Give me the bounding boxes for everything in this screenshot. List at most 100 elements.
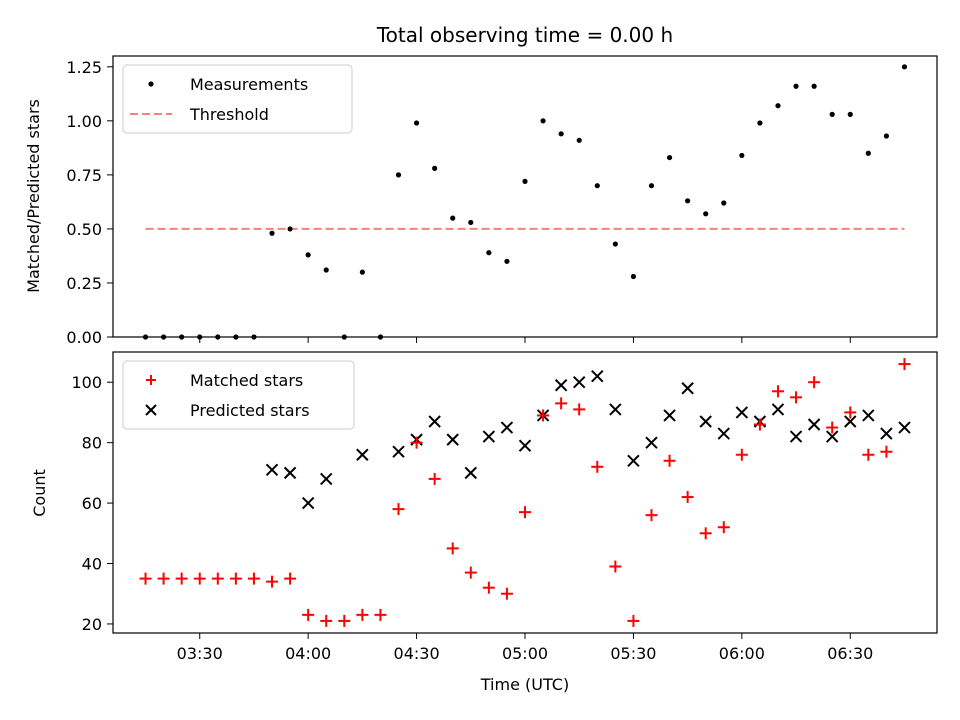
matched-star-point <box>880 445 893 458</box>
matched-star-point <box>808 376 821 389</box>
matched-star-point <box>428 472 441 485</box>
matched-star-point <box>627 614 640 627</box>
matched-star-point <box>392 503 405 516</box>
matched-star-point <box>826 421 839 434</box>
bottom-y-tick-label: 60 <box>82 494 102 513</box>
predicted-star-point <box>446 433 459 446</box>
x-tick-label: 03:30 <box>177 644 223 663</box>
predicted-star-point <box>735 406 749 419</box>
top-y-tick-label: 0.75 <box>66 166 102 185</box>
predicted-star-point <box>428 415 441 428</box>
predicted-star-point <box>356 448 369 461</box>
bottom-plot-marks <box>139 358 911 627</box>
matched-star-point <box>717 521 730 534</box>
legend-matched-label: Matched stars <box>190 371 303 390</box>
matched-star-point <box>790 391 803 404</box>
matched-star-point <box>139 572 152 585</box>
matched-star-point <box>157 572 170 585</box>
predicted-star-point <box>265 463 279 477</box>
matched-star-point <box>356 608 369 621</box>
predicted-star-point <box>283 466 297 480</box>
matched-star-point <box>266 575 279 588</box>
bottom-y-tick-label: 100 <box>71 373 102 392</box>
predicted-star-point <box>320 472 333 486</box>
measurement-point <box>865 150 871 156</box>
matched-star-point <box>338 614 351 627</box>
matched-star-point <box>771 385 784 398</box>
matched-star-point <box>663 454 676 467</box>
measurement-point <box>450 215 456 221</box>
matched-star-point <box>464 566 477 579</box>
matched-star-point <box>609 560 622 573</box>
matched-star-point <box>410 436 423 449</box>
predicted-star-point <box>627 454 640 467</box>
matched-star-point <box>555 397 568 410</box>
top-legend: Measurements Threshold <box>122 64 353 134</box>
top-y-tick-label: 1.25 <box>66 58 102 77</box>
x-tick-label: 06:00 <box>719 644 765 663</box>
predicted-star-point <box>844 415 857 428</box>
matched-star-point <box>591 460 604 473</box>
predicted-star-point <box>392 445 405 458</box>
x-tick-label: 05:00 <box>502 644 548 663</box>
predicted-star-point <box>609 403 622 416</box>
predicted-star-point <box>699 415 712 428</box>
bottom-x-ticks: 03:30 04:00 04:30 05:00 05:30 06:00 06:30 <box>177 633 873 663</box>
predicted-star-point <box>573 376 586 389</box>
predicted-star-point <box>717 427 730 440</box>
measurement-point <box>703 211 709 217</box>
predicted-star-point <box>681 382 694 395</box>
x-axis-label: Time (UTC) <box>480 675 569 694</box>
x-tick-label: 05:30 <box>610 644 656 663</box>
measurement-point <box>287 226 293 232</box>
matched-star-point <box>681 491 694 504</box>
matched-star-point <box>537 409 550 422</box>
measurement-point <box>522 178 528 184</box>
measurement-point <box>432 165 438 171</box>
matched-star-point <box>573 403 586 416</box>
x-tick-label: 06:30 <box>827 644 873 663</box>
predicted-star-point <box>807 418 821 431</box>
bottom-y-axis-label: Count <box>30 469 49 517</box>
legend-predicted-marker <box>145 404 157 416</box>
matched-star-point <box>229 572 242 585</box>
top-y-tick-label: 1.00 <box>66 112 102 131</box>
predicted-star-point <box>880 427 893 440</box>
predicted-star-point <box>301 496 315 510</box>
bottom-y-ticks: 20 40 60 80 100 <box>71 373 113 634</box>
measurement-point <box>883 133 890 139</box>
chart-title: Total observing time = 0.00 h <box>376 23 673 47</box>
ratio-panel: Total observing time = 0.00 h Matched/Pr… <box>24 23 938 347</box>
bottom-y-tick-label: 80 <box>82 434 102 453</box>
measurement-point <box>666 154 673 161</box>
matched-star-point <box>446 542 459 555</box>
measurement-point <box>847 111 853 117</box>
measurement-point <box>685 198 691 204</box>
matched-star-point <box>753 418 766 431</box>
top-y-tick-label: 0.50 <box>66 220 102 239</box>
predicted-star-point <box>663 409 676 422</box>
matched-star-point <box>284 572 297 585</box>
predicted-star-point <box>500 421 514 434</box>
measurement-point <box>269 230 275 236</box>
measurement-point <box>630 273 637 280</box>
measurement-point <box>323 267 329 273</box>
measurement-point <box>757 120 763 126</box>
bottom-y-tick-label: 20 <box>82 615 102 634</box>
measurement-point <box>721 200 727 206</box>
legend-predicted-label: Predicted stars <box>190 401 310 420</box>
measurement-point <box>504 258 510 264</box>
top-y-tick-label: 0.00 <box>66 328 102 347</box>
measurement-point <box>793 83 799 89</box>
measurement-point <box>775 103 781 109</box>
matched-star-point <box>302 608 315 621</box>
predicted-star-point <box>518 439 532 452</box>
matched-star-point <box>735 448 748 461</box>
measurement-point <box>359 269 365 275</box>
matched-star-point <box>500 587 513 600</box>
predicted-star-point <box>591 369 604 383</box>
predicted-star-point <box>554 379 568 392</box>
measurement-point <box>395 172 402 178</box>
matched-star-point <box>193 572 206 585</box>
